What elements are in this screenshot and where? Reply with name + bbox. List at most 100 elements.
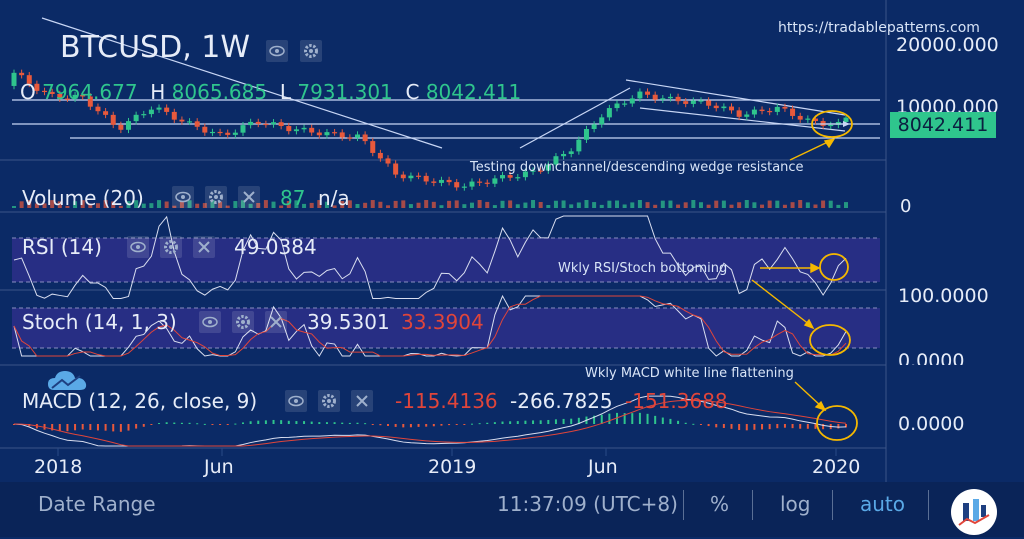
price-tick-20000: 20000.000 bbox=[896, 34, 999, 56]
candle-body bbox=[377, 152, 383, 159]
candle-body bbox=[477, 181, 483, 183]
volume-bar bbox=[317, 200, 322, 208]
macd-hist-bar bbox=[180, 422, 183, 424]
candle-body bbox=[194, 121, 200, 127]
candle-body bbox=[645, 91, 651, 95]
candle-body bbox=[507, 175, 513, 178]
macd-hist-bar bbox=[432, 424, 435, 427]
macd-axis-tick: 0.0000 bbox=[898, 413, 965, 435]
volume-bar bbox=[42, 203, 47, 208]
volume-bar bbox=[370, 200, 375, 208]
eye-icon[interactable] bbox=[199, 311, 221, 333]
volume-bar bbox=[737, 202, 742, 208]
candle-body bbox=[225, 132, 231, 135]
candle-body bbox=[164, 107, 170, 112]
macd-hist-bar bbox=[341, 422, 344, 424]
candle-body bbox=[576, 139, 582, 152]
macd-hist-bar bbox=[501, 421, 504, 424]
macd-hist-bar bbox=[51, 424, 54, 431]
eye-icon[interactable] bbox=[172, 186, 194, 208]
candle-body bbox=[812, 118, 818, 122]
macd-hist-bar bbox=[554, 419, 557, 424]
volume-bar bbox=[431, 201, 436, 208]
eye-icon[interactable] bbox=[285, 390, 307, 412]
annotation-wedge: Testing downchannel/descending wedge res… bbox=[470, 160, 804, 175]
volume-bar bbox=[500, 200, 505, 208]
macd-hist-bar bbox=[150, 424, 153, 425]
gear-icon[interactable] bbox=[300, 40, 322, 62]
volume-bar bbox=[630, 202, 635, 208]
volume-bar bbox=[469, 202, 474, 208]
volume-bar bbox=[73, 201, 78, 208]
divider bbox=[752, 490, 753, 520]
volume-value-na: n/a bbox=[318, 186, 350, 210]
close-icon[interactable] bbox=[238, 186, 260, 208]
close-icon[interactable] bbox=[351, 390, 373, 412]
candle-body bbox=[232, 132, 238, 135]
macd-hist-bar bbox=[776, 424, 779, 429]
auto-toggle[interactable]: auto bbox=[860, 492, 906, 516]
macd-hist-bar bbox=[371, 424, 374, 425]
gear-icon[interactable] bbox=[205, 186, 227, 208]
candle-body bbox=[843, 117, 849, 122]
macd-hist-bar bbox=[463, 424, 466, 425]
macd-hist-bar bbox=[524, 420, 527, 424]
gear-icon[interactable] bbox=[232, 311, 254, 333]
log-toggle[interactable]: log bbox=[780, 492, 811, 516]
gear-icon[interactable] bbox=[318, 390, 340, 412]
volume-bar bbox=[531, 200, 536, 208]
candle-body bbox=[797, 115, 803, 120]
volume-bar bbox=[65, 205, 70, 208]
volume-bar bbox=[485, 201, 490, 208]
eye-icon[interactable] bbox=[266, 40, 288, 62]
volume-bar bbox=[729, 204, 734, 208]
close-icon[interactable] bbox=[265, 311, 287, 333]
volume-bar bbox=[821, 200, 826, 208]
volume-bar bbox=[271, 201, 276, 208]
volume-bar bbox=[134, 200, 139, 208]
volume-bar bbox=[240, 200, 245, 208]
close-icon[interactable] bbox=[193, 236, 215, 258]
macd-hist-bar bbox=[203, 423, 206, 425]
date-range-button[interactable]: Date Range bbox=[38, 492, 156, 516]
volume-bar bbox=[256, 202, 261, 208]
volume-bar bbox=[401, 200, 406, 208]
clock-timezone[interactable]: 11:37:09 (UTC+8) bbox=[497, 492, 678, 516]
candle-body bbox=[782, 106, 788, 109]
macd-hist-bar bbox=[631, 413, 634, 424]
volume-bar bbox=[386, 205, 391, 208]
gear-icon[interactable] bbox=[160, 236, 182, 258]
watermark-url[interactable]: https://tradablepatterns.com bbox=[778, 20, 980, 36]
volume-bar bbox=[615, 200, 620, 208]
macd-signal-value: -151.3688 bbox=[625, 389, 728, 413]
time-tick-2018: 2018 bbox=[34, 456, 83, 478]
eye-icon[interactable] bbox=[127, 236, 149, 258]
candle-body bbox=[736, 110, 742, 117]
percent-toggle[interactable]: % bbox=[710, 492, 730, 516]
candle-body bbox=[729, 106, 735, 111]
candle-body bbox=[591, 124, 597, 130]
candle-body bbox=[301, 127, 307, 130]
volume-bar bbox=[592, 202, 597, 208]
macd-hist-bar bbox=[799, 424, 802, 429]
cloud-logo bbox=[46, 368, 90, 394]
macd-hist-value: -115.4136 bbox=[395, 389, 498, 413]
macd-hist-bar bbox=[654, 415, 657, 424]
macd-hist-bar bbox=[730, 424, 733, 429]
volume-bars bbox=[12, 200, 848, 208]
macd-hist-bar bbox=[348, 422, 351, 424]
volume-bar bbox=[637, 200, 642, 208]
volume-bar bbox=[302, 203, 307, 208]
candle-body bbox=[316, 132, 322, 136]
candle-body bbox=[614, 103, 620, 109]
macd-hist-bar bbox=[173, 422, 176, 424]
volume-bar bbox=[187, 200, 192, 208]
candle-body bbox=[698, 100, 704, 102]
volume-bar bbox=[95, 203, 100, 208]
volume-bar bbox=[263, 200, 268, 208]
candle-body bbox=[42, 90, 48, 93]
candle-body bbox=[110, 114, 116, 125]
volume-value: 87 bbox=[280, 186, 306, 210]
volume-bar bbox=[653, 204, 658, 208]
